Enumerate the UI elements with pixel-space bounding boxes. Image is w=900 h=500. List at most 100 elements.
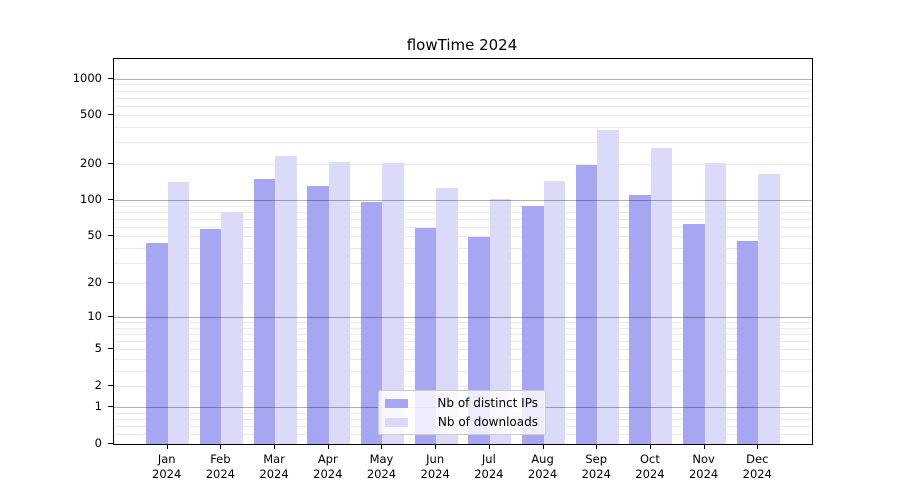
x-tick-year: 2024: [527, 467, 558, 481]
y-tick-label: 5: [94, 341, 102, 356]
x-tick-year: 2024: [688, 467, 719, 481]
x-tick-label: Nov 2024: [676, 452, 732, 482]
gridline: [114, 322, 812, 324]
y-tick-mark: [108, 162, 113, 164]
gridline: [114, 327, 812, 329]
x-tick-month: Apr: [317, 452, 338, 466]
bar-distinct-ips-sep: [575, 165, 598, 444]
y-tick-mark: [108, 77, 113, 79]
x-tick-year: 2024: [635, 467, 665, 481]
x-tick-mark: [166, 444, 168, 449]
bar-distinct-ips-oct: [629, 195, 651, 444]
x-tick-year: 2024: [420, 467, 450, 481]
bar-downloads-oct: [650, 147, 673, 444]
gridline: [114, 370, 812, 372]
gridline: [114, 205, 812, 207]
bar-downloads-apr: [328, 162, 351, 444]
gridline: [114, 262, 812, 264]
y-tick-mark: [108, 282, 113, 284]
x-tick-year: 2024: [742, 467, 772, 481]
gridline: [114, 105, 812, 107]
x-tick-year: 2024: [474, 467, 504, 481]
x-tick-month: Sep: [585, 452, 608, 466]
x-tick-label: Feb 2024: [192, 452, 248, 482]
bar-downloads-jan: [167, 182, 190, 444]
x-tick-mark: [596, 444, 598, 449]
y-tick-mark: [108, 316, 113, 318]
x-tick-month: Aug: [531, 452, 554, 466]
gridline: [114, 341, 812, 343]
x-tick-month: Jan: [157, 452, 176, 466]
bar-downloads-jun: [436, 187, 458, 444]
gridline: [114, 358, 812, 360]
bar-downloads-jul: [489, 199, 512, 444]
y-tick-label: 500: [80, 107, 102, 122]
gridline: [114, 200, 812, 202]
bar-distinct-ips-nov: [683, 224, 705, 444]
gridline: [114, 349, 812, 351]
bar-distinct-ips-apr: [307, 186, 329, 444]
x-tick-month: May: [369, 452, 394, 466]
x-tick-label: Jun 2024: [407, 452, 463, 482]
x-tick-label: Sep 2024: [568, 452, 624, 482]
legend-label: Nb of distinct IPs: [437, 396, 538, 410]
x-tick-year: 2024: [581, 467, 611, 481]
y-tick-label: 2: [94, 377, 102, 392]
x-tick-month: Dec: [746, 452, 769, 466]
y-tick-label: 20: [87, 275, 102, 290]
bar-downloads-feb: [221, 212, 243, 444]
x-tick-label: Jul 2024: [461, 452, 517, 482]
y-tick-label: 50: [87, 228, 102, 243]
bar-downloads-may: [382, 163, 404, 444]
y-tick-label: 1: [94, 399, 102, 414]
legend-label: Nb of downloads: [437, 415, 538, 429]
x-tick-month: Mar: [263, 452, 285, 466]
gridline: [114, 283, 812, 285]
bar-downloads-mar: [275, 155, 297, 444]
x-tick-year: 2024: [205, 467, 236, 481]
y-tick-mark: [108, 114, 113, 116]
x-tick-label: Apr 2024: [300, 452, 356, 482]
y-tick-mark: [108, 406, 113, 408]
x-tick-mark: [435, 444, 437, 449]
gridline: [114, 211, 812, 213]
bar-distinct-ips-mar: [253, 178, 276, 444]
x-tick-label: Jan 2024: [139, 452, 195, 482]
y-tick-label: 100: [80, 192, 102, 207]
x-tick-mark: [381, 444, 383, 449]
gridline: [114, 78, 812, 80]
bar-distinct-ips-dec: [736, 240, 759, 444]
x-tick-year: 2024: [366, 467, 397, 481]
gridline: [114, 90, 812, 92]
x-tick-label: May 2024: [353, 452, 409, 482]
gridline: [114, 317, 812, 319]
gridline: [114, 334, 812, 336]
y-tick-label: 0: [94, 436, 102, 450]
legend-row: Nb of distinct IPs: [385, 396, 538, 410]
legend: Nb of distinct IPs Nb of downloads: [378, 390, 546, 435]
gridline: [114, 97, 812, 99]
x-tick-mark: [703, 444, 705, 449]
gridline: [114, 226, 812, 228]
gridline: [114, 218, 812, 220]
x-tick-year: 2024: [313, 467, 343, 481]
bar-distinct-ips-feb: [199, 229, 222, 444]
legend-swatch-downloads: [385, 417, 408, 427]
bar-downloads-dec: [758, 174, 780, 444]
x-tick-mark: [757, 444, 759, 449]
bar-distinct-ips-aug: [522, 206, 544, 444]
bar-downloads-aug: [543, 181, 565, 444]
x-tick-month: Nov: [692, 452, 715, 466]
bar-distinct-ips-may: [360, 201, 383, 444]
y-tick-label: 1000: [72, 70, 102, 85]
x-tick-mark: [542, 444, 544, 449]
gridline: [114, 236, 812, 238]
gridline: [114, 247, 812, 249]
gridline: [114, 142, 812, 144]
legend-swatch-distinct-ips: [385, 398, 408, 408]
x-tick-mark: [327, 444, 329, 449]
x-tick-month: Jul: [481, 452, 496, 466]
x-tick-year: 2024: [259, 467, 289, 481]
gridline: [114, 385, 812, 387]
